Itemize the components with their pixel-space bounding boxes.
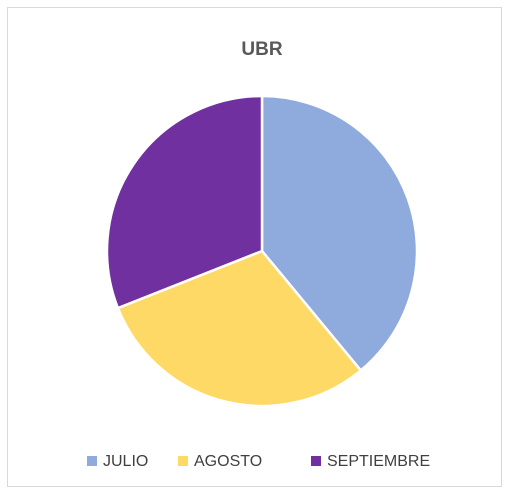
legend-label: JULIO <box>103 453 148 470</box>
legend-swatch <box>311 456 321 466</box>
legend-swatch <box>87 456 97 466</box>
pie-slice <box>260 94 419 372</box>
pie-slice <box>116 249 363 408</box>
legend-swatch <box>178 456 188 466</box>
pie-slice <box>105 94 264 310</box>
legend-label: SEPTIEMBRE <box>327 453 430 470</box>
legend-label: AGOSTO <box>194 453 262 470</box>
chart-title: UBR <box>241 39 282 60</box>
